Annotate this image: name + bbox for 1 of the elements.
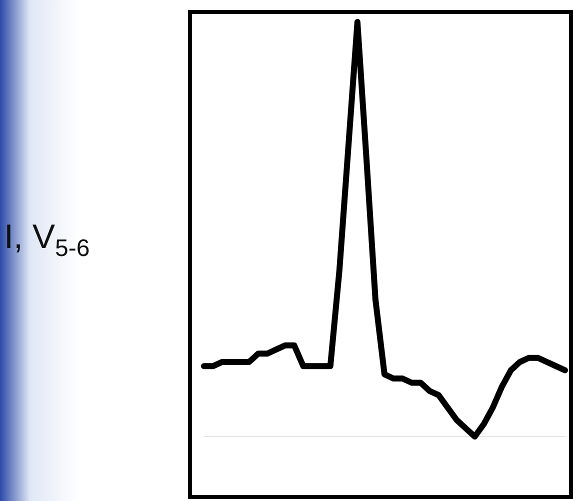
y-axis-title: I, V$_{5-6}$ [4,218,90,263]
